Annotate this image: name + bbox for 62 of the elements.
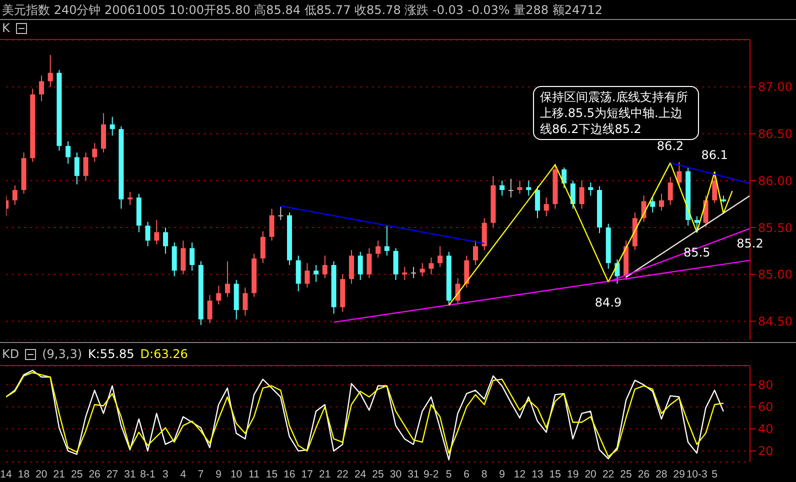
x-tick-label: 24 [354, 468, 366, 480]
x-tick-label: 31 [408, 468, 420, 480]
y-tick-label: 20 [758, 444, 774, 458]
y-tick-label: 86.50 [758, 127, 792, 142]
x-tick-label: 9 [499, 468, 506, 480]
x-tick-label: 9-2 [424, 468, 439, 480]
annotation: 85.5 [684, 246, 710, 260]
text: D:63.26 [140, 347, 188, 361]
x-tick-label: 5 [446, 468, 452, 480]
y-tick-label: 85.00 [758, 268, 792, 282]
x-tick-label: 8 [481, 468, 488, 480]
chart-subtitle: K [2, 21, 10, 35]
x-tick-label: 19 [567, 468, 579, 480]
x-tick-label: 3 [162, 468, 169, 480]
x-tick-label: 8-1 [140, 468, 156, 480]
x-tick-label: 13 [532, 468, 544, 480]
chart-title: 美元指数 240分钟 20061005 10:00开85.80 高85.84 低85.77 收85.78 涨跌 -0.03 -0.03% 量288 额24712 [2, 2, 603, 19]
text: K:55.85 [88, 347, 134, 361]
x-tick-label: 30 [390, 468, 402, 480]
x-tick-label: 12 [514, 468, 526, 480]
x-tick-label: 31 [124, 468, 136, 480]
annotation: 保持区间震荡.底线支持有所上移.85.5为短线中轴.上边线86.2下边线85.2 [533, 86, 699, 140]
y-tick-label: 87.00 [758, 80, 792, 94]
x-tick-label: 26 [88, 468, 101, 480]
x-tick-label: 25 [71, 468, 83, 480]
x-tick-label: 14 [0, 468, 12, 480]
x-tick-label: 4 [180, 468, 186, 480]
x-tick-label: 18 [18, 468, 30, 480]
annotation: 84.9 [594, 295, 622, 310]
x-tick-label: 20 [584, 468, 597, 480]
x-tick-label: 28 [656, 468, 668, 480]
annotation: 86.1 [701, 148, 728, 162]
x-tick-label: 5 [712, 468, 718, 480]
x-tick-label: 11 [248, 468, 260, 480]
y-tick-label: 86.00 [758, 174, 792, 188]
x-tick-label: 6 [464, 468, 470, 480]
x-tick-label: 16 [284, 468, 296, 480]
chart-subtitle: (9,3,3) [42, 347, 82, 361]
x-tick-label: 15 [549, 468, 562, 480]
x-tick-label: 17 [301, 468, 314, 480]
x-tick-label: 7 [198, 468, 204, 480]
x-tick-label: 10 [230, 468, 242, 480]
x-tick-label: 21 [319, 468, 331, 480]
y-tick-label: 84.50 [758, 314, 792, 329]
x-tick-label: 21 [53, 468, 66, 480]
x-tick-label: 15 [266, 468, 278, 480]
y-tick-label: 85.50 [758, 220, 792, 235]
y-tick-label: 60 [758, 400, 774, 414]
x-tick-label: 9 [216, 468, 222, 480]
x-tick-label: 27 [106, 468, 118, 480]
y-tick-label: 40 [758, 422, 774, 436]
x-tick-label: 25 [372, 468, 384, 480]
x-tick-label: 25 [620, 468, 632, 480]
x-tick-label: 22 [336, 468, 349, 480]
annotation: 86.2 [656, 138, 684, 153]
x-tick-label: 20 [36, 468, 48, 480]
x-tick-label: 22 [602, 468, 614, 480]
x-tick-label: 29 [673, 468, 686, 480]
chart-title: KD [2, 347, 20, 361]
y-tick-label: 80 [758, 378, 774, 392]
x-tick-label: 10-3 [686, 468, 708, 480]
x-tick-label: 26 [638, 468, 650, 480]
